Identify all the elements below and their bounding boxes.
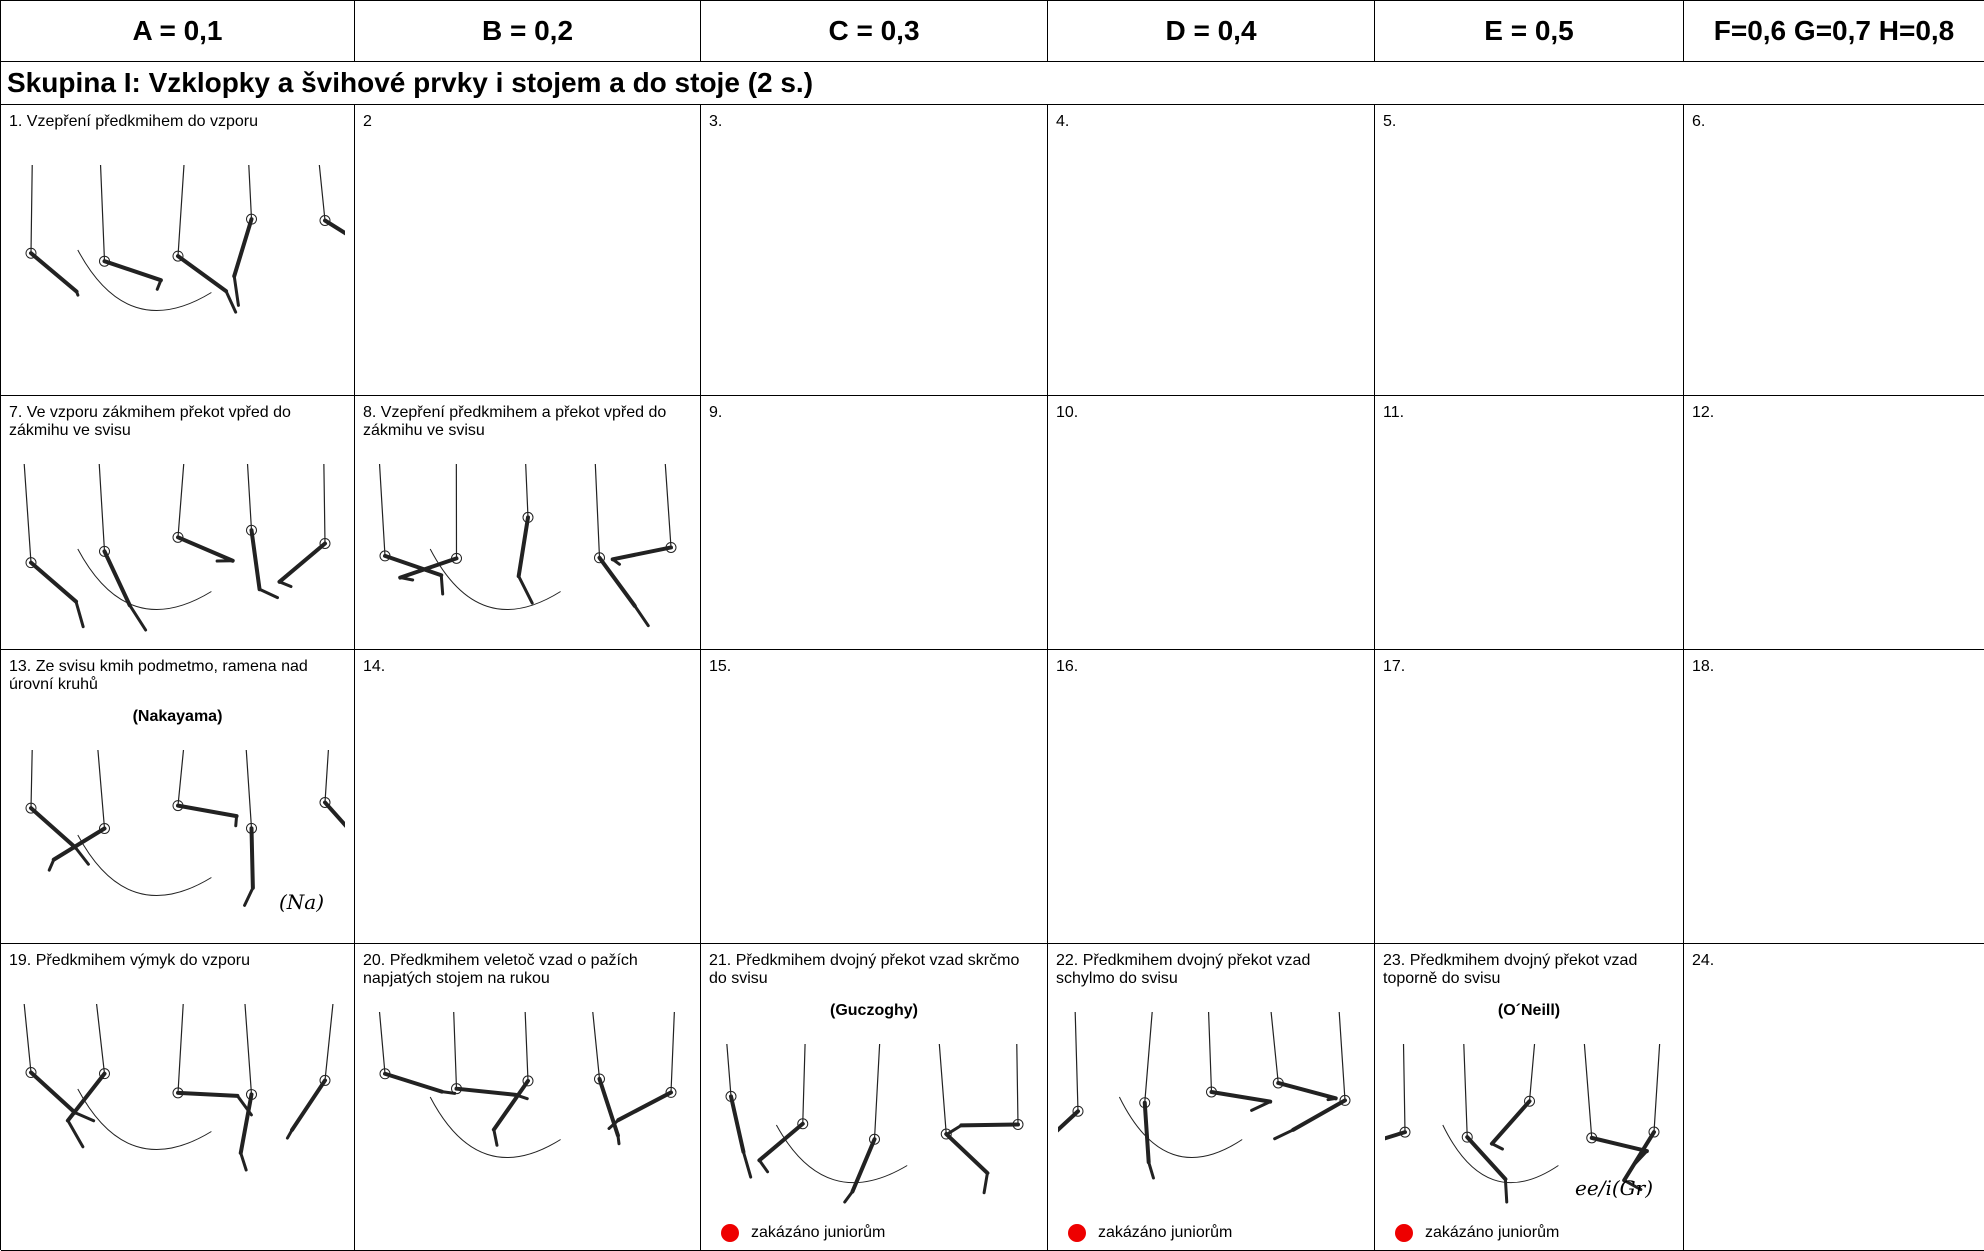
red-dot (1068, 1224, 1086, 1242)
gymnast-sketch (1058, 1012, 1365, 1182)
cell-text: 15. (701, 650, 1047, 676)
cell-text: 13. Ze svisu kmih podmetmo, ramena nad ú… (1, 650, 354, 694)
cell-text: 17. (1375, 650, 1683, 676)
note-text: zakázáno juniorům (751, 1224, 885, 1242)
table-cell: 13. Ze svisu kmih podmetmo, ramena nad ú… (1, 650, 355, 944)
gymnast-sketch (11, 165, 345, 335)
cell-text: 2 (355, 105, 700, 131)
table-cell: 10. (1048, 396, 1375, 650)
cell-text: 5. (1375, 105, 1683, 131)
table-cell: 19. Předkmihem výmyk do vzporu (1, 944, 355, 1251)
table-cell: 8. Vzepření předkmihem a překot vpřed do… (355, 396, 701, 650)
column-header: C = 0,3 (701, 1, 1048, 62)
table-cell: 14. (355, 650, 701, 944)
cell-text: 19. Předkmihem výmyk do vzporu (1, 944, 354, 970)
cell-text: 7. Ve vzporu zákmihem překot vpřed do zá… (1, 396, 354, 440)
cell-text: 21. Předkmihem dvojný překot vzad skrčmo… (701, 944, 1047, 988)
red-dot (721, 1224, 739, 1242)
note: zakázáno juniorům (1395, 1224, 1559, 1242)
table-cell: 11. (1375, 396, 1684, 650)
table-cell: 3. (701, 105, 1048, 396)
sketch-label: (Na) (279, 890, 324, 914)
cell-text: 10. (1048, 396, 1374, 422)
element-name: (Nakayama) (1, 708, 354, 726)
element-name: (Guczoghy) (701, 1002, 1047, 1020)
cell-text: 24. (1684, 944, 1984, 970)
gymnast-sketch (365, 464, 691, 634)
cell-text: 14. (355, 650, 700, 676)
table-cell: 16. (1048, 650, 1375, 944)
table-cell: 4. (1048, 105, 1375, 396)
cell-text: 1. Vzepření předkmihem do vzporu (1, 105, 354, 131)
gymnast-sketch (11, 1004, 345, 1174)
table-cell: 1. Vzepření předkmihem do vzporu (1, 105, 355, 396)
sketch-label: ee/i(Gr) (1575, 1176, 1653, 1200)
column-header: A = 0,1 (1, 1, 355, 62)
red-dot (1395, 1224, 1413, 1242)
note: zakázáno juniorům (721, 1224, 885, 1242)
table-cell: 20. Předkmihem veletoč vzad o pažích nap… (355, 944, 701, 1251)
table-cell: 7. Ve vzporu zákmihem překot vpřed do zá… (1, 396, 355, 650)
column-header: D = 0,4 (1048, 1, 1375, 62)
table-cell: 22. Předkmihem dvojný překot vzad schylm… (1048, 944, 1375, 1251)
cell-text: 18. (1684, 650, 1984, 676)
group-title: Skupina I: Vzklopky a švihové prvky i st… (1, 62, 1984, 105)
cell-text: 16. (1048, 650, 1374, 676)
cell-text: 8. Vzepření předkmihem a překot vpřed do… (355, 396, 700, 440)
note-text: zakázáno juniorům (1425, 1224, 1559, 1242)
note-text: zakázáno juniorům (1098, 1224, 1232, 1242)
table-cell: 2 (355, 105, 701, 396)
column-header: B = 0,2 (355, 1, 701, 62)
table-cell: 12. (1684, 396, 1984, 650)
table-cell: 24. (1684, 944, 1984, 1251)
table-cell: 17. (1375, 650, 1684, 944)
table-cell: 6. (1684, 105, 1984, 396)
column-header: F=0,6 G=0,7 H=0,8 (1684, 1, 1984, 62)
table-cell: 15. (701, 650, 1048, 944)
cell-text: 22. Předkmihem dvojný překot vzad schylm… (1048, 944, 1374, 988)
note: zakázáno juniorům (1068, 1224, 1232, 1242)
cell-text: 4. (1048, 105, 1374, 131)
cell-text: 6. (1684, 105, 1984, 131)
gymnast-sketch (711, 1044, 1038, 1206)
gymnast-sketch (365, 1012, 691, 1182)
table-cell: 18. (1684, 650, 1984, 944)
element-name: (O´Neill) (1375, 1002, 1683, 1020)
table-cell: 23. Předkmihem dvojný překot vzad toporn… (1375, 944, 1684, 1251)
cell-text: 9. (701, 396, 1047, 422)
table-cell: 21. Předkmihem dvojný překot vzad skrčmo… (701, 944, 1048, 1251)
cell-text: 3. (701, 105, 1047, 131)
cell-text: 23. Předkmihem dvojný překot vzad toporn… (1375, 944, 1683, 988)
cell-text: 12. (1684, 396, 1984, 422)
cell-text: 11. (1375, 396, 1683, 422)
table-cell: 9. (701, 396, 1048, 650)
gymnast-sketch (11, 464, 345, 634)
cell-text: 20. Předkmihem veletoč vzad o pažích nap… (355, 944, 700, 988)
column-header: E = 0,5 (1375, 1, 1684, 62)
table-cell: 5. (1375, 105, 1684, 396)
